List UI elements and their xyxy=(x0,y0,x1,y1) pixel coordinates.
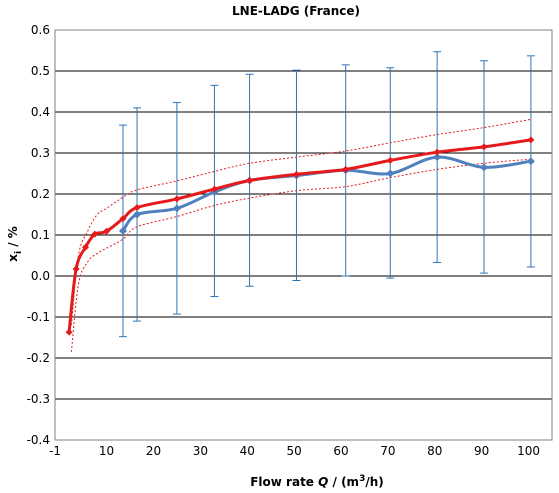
lower-band-line xyxy=(70,158,531,352)
x-tick-label: 90 xyxy=(474,444,489,458)
y-tick-label: 0.6 xyxy=(31,23,50,37)
x-tick-label: 80 xyxy=(427,444,442,458)
y-tick-label: 0.1 xyxy=(31,228,50,242)
y-tick-label: 0.0 xyxy=(31,269,50,283)
x-tick-label: 60 xyxy=(333,444,348,458)
fit-point xyxy=(103,227,111,235)
fit-point xyxy=(65,328,73,336)
fit-point xyxy=(91,230,99,238)
measured-point xyxy=(118,226,127,235)
x-tick-label: 40 xyxy=(240,444,255,458)
fit-point xyxy=(292,170,300,178)
y-tick-label: -0.1 xyxy=(27,310,50,324)
y-tick-label: 0.3 xyxy=(31,146,50,160)
measured-point xyxy=(526,157,535,166)
y-tick-label: 0.5 xyxy=(31,64,50,78)
x-tick-label: 100 xyxy=(517,444,540,458)
y-tick-label: -0.3 xyxy=(27,392,50,406)
fit-point xyxy=(173,195,181,203)
fit-point xyxy=(386,156,394,164)
y-tick-label: -0.4 xyxy=(27,433,50,447)
measured-point xyxy=(172,204,181,213)
gridlines xyxy=(55,70,552,400)
chart-title: LNE-LADG (France) xyxy=(232,4,360,18)
fit-point xyxy=(342,165,350,173)
y-axis-title: xi / % xyxy=(6,226,24,262)
x-axis-title: Flow rate Q / (m3/h) xyxy=(250,474,384,489)
measured-point xyxy=(433,153,442,162)
upper-band-line xyxy=(70,118,531,326)
fit-point xyxy=(210,185,218,193)
fit-point xyxy=(480,143,488,151)
x-tick-label: -1 xyxy=(49,444,61,458)
fit-point xyxy=(119,215,127,223)
x-tick-label: 10 xyxy=(99,444,114,458)
fit-series xyxy=(65,136,535,336)
fit-point xyxy=(246,176,254,184)
confidence-band xyxy=(70,118,531,352)
plot-area-frame xyxy=(54,29,553,441)
x-tick-label: 50 xyxy=(286,444,301,458)
fit-line xyxy=(67,138,532,333)
fit-point xyxy=(72,265,80,273)
y-tick-label: -0.2 xyxy=(27,351,50,365)
measured-point xyxy=(133,210,142,219)
y-tick-labels: -0.4 -0.3 -0.2 -0.1 0.0 0.1 0.2 0.3 0.4 0.5 0.6 xyxy=(27,23,50,447)
x-tick-label: 70 xyxy=(380,444,395,458)
fit-point xyxy=(81,243,89,251)
svg-text:xi / %: xi / % xyxy=(6,226,24,262)
fit-point xyxy=(433,148,441,156)
y-tick-label: 0.4 xyxy=(31,105,50,119)
x-tick-label: 30 xyxy=(193,444,208,458)
measured-point xyxy=(386,169,395,178)
y-tick-label: 0.2 xyxy=(31,187,50,201)
fit-point xyxy=(133,204,141,212)
x-tick-label: 20 xyxy=(146,444,161,458)
measured-point xyxy=(480,163,489,172)
fit-point xyxy=(527,136,535,144)
x-tick-labels: -1 10 20 30 40 50 60 70 80 90 100 xyxy=(49,444,540,458)
